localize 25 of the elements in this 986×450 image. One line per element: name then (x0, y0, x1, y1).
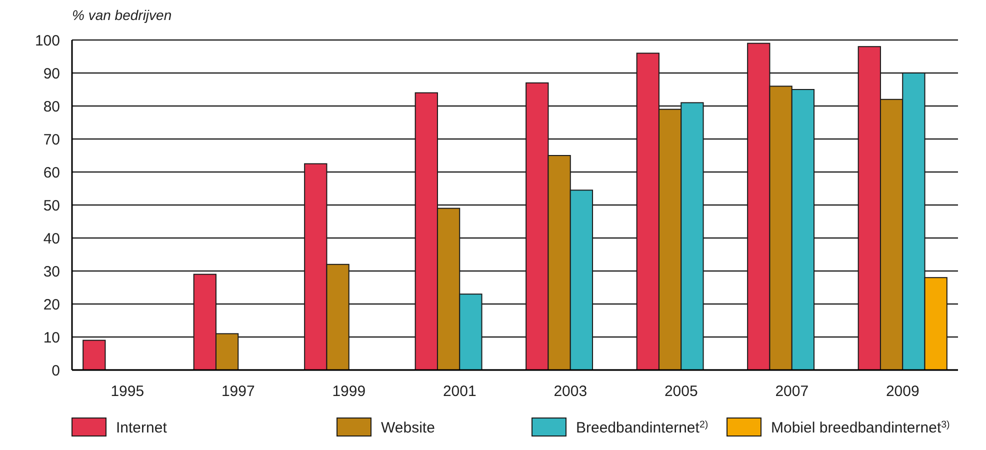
legend-label: Breedbandinternet$^{2)}$ (576, 418, 708, 436)
y-tick-label: 10 (43, 329, 60, 346)
x-tick-label: 2007 (775, 383, 809, 400)
x-tick-label: 2003 (554, 383, 588, 400)
y-tick-label: 30 (43, 263, 60, 280)
x-tick-label: 2005 (664, 383, 698, 400)
legend-label: Internet (116, 419, 168, 436)
legend-label: Website (381, 419, 435, 436)
y-tick-label: 100 (34, 32, 60, 50)
x-tick-label: 1995 (110, 383, 144, 400)
y-axis-title: % van bedrijven (72, 7, 172, 23)
y-tick-label: 80 (43, 98, 60, 116)
x-tick-label: 1997 (221, 383, 255, 400)
legend-label: Mobiel breedbandinternet$^{3)}$ (771, 418, 950, 436)
y-tick-label: 60 (43, 164, 60, 182)
y-tick-label: 50 (43, 197, 60, 214)
x-tick-label: 2001 (442, 383, 476, 400)
y-tick-label: 0 (52, 362, 60, 380)
bar (82, 340, 106, 370)
x-tick-label: 2009 (886, 383, 920, 400)
y-tick-label: 40 (43, 230, 60, 248)
y-tick-label: 20 (43, 296, 60, 314)
y-tick-label: 70 (43, 131, 60, 148)
y-tick-label: 90 (43, 65, 60, 82)
x-tick-label: 1999 (332, 383, 366, 400)
